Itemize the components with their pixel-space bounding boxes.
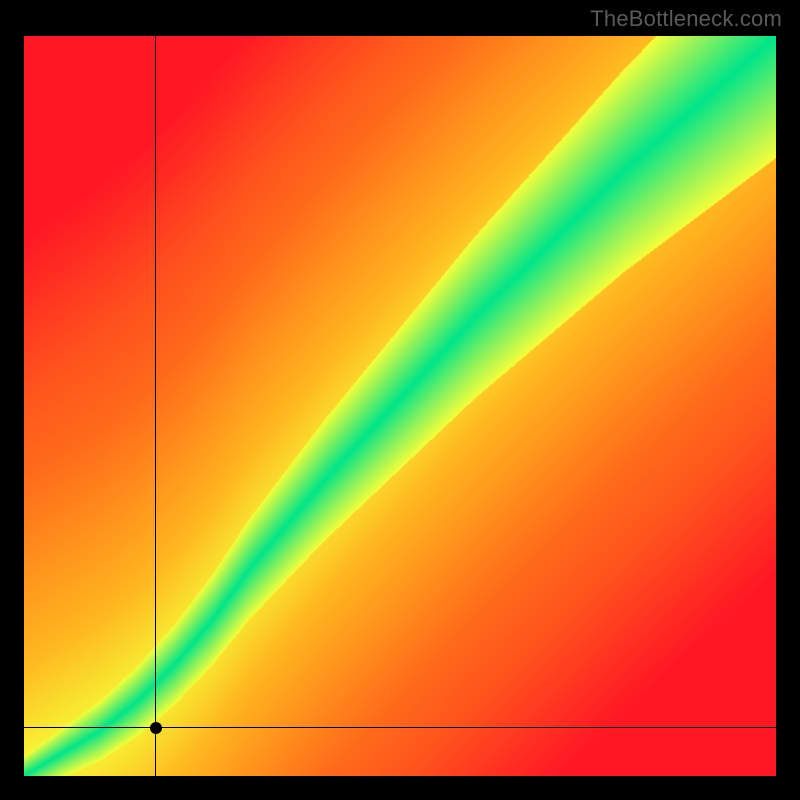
crosshair-vertical [155,36,156,776]
crosshair-marker [150,722,162,734]
plot-area [24,36,776,776]
heatmap-canvas [24,36,776,776]
watermark-text: TheBottleneck.com [590,6,782,32]
chart-container: TheBottleneck.com [0,0,800,800]
crosshair-horizontal [24,727,776,728]
